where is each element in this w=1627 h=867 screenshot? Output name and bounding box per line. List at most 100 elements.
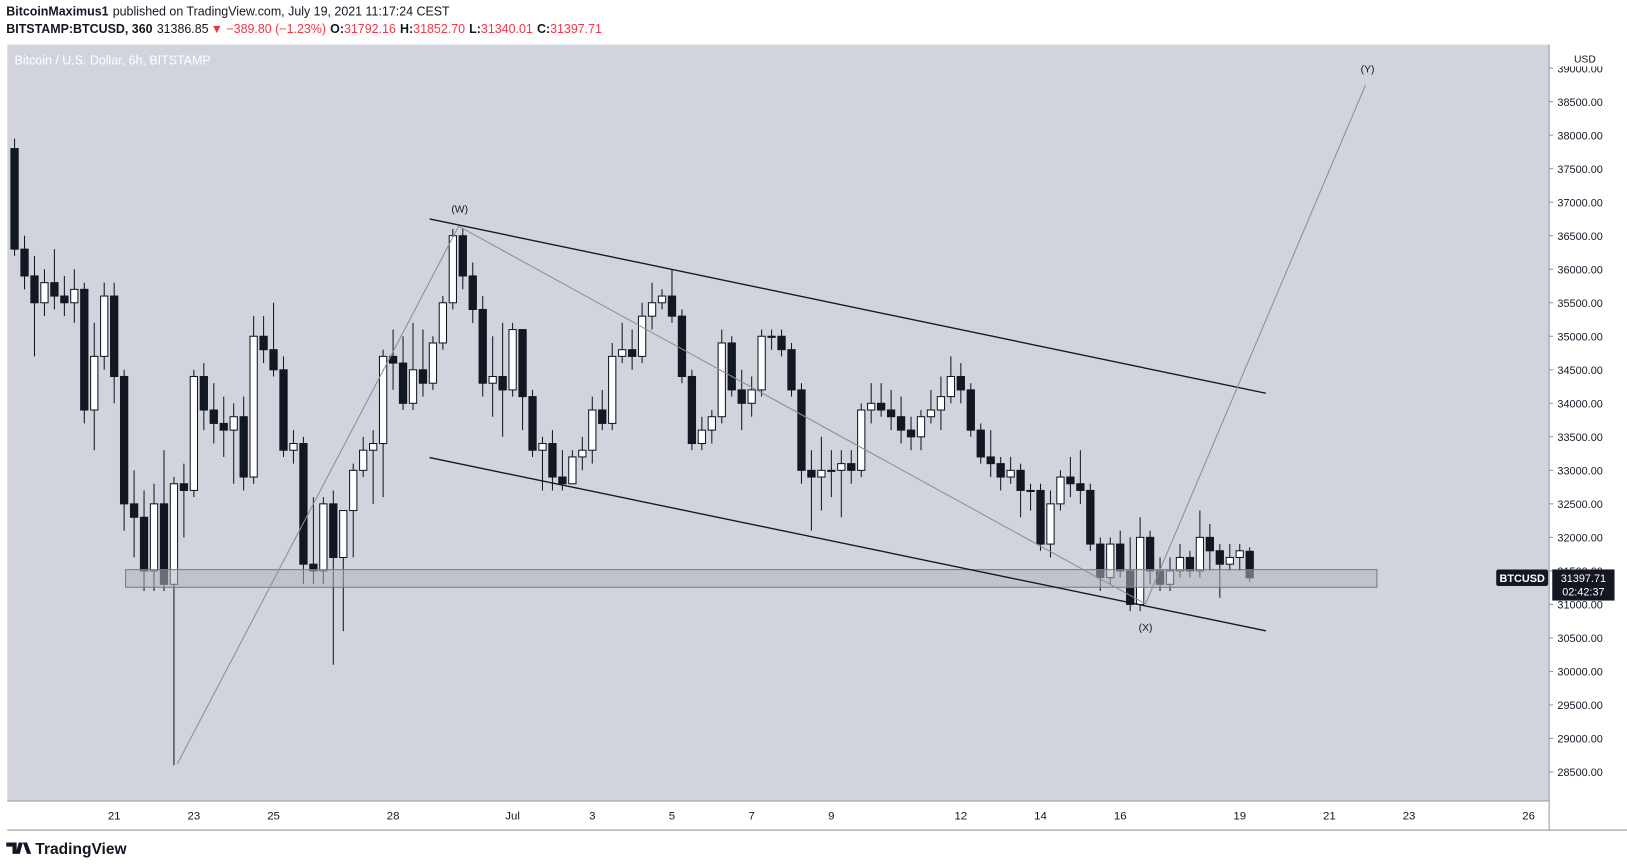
candle-body (60, 295, 69, 304)
price-countdown: 02:42:37 (1562, 586, 1604, 598)
footer-logo: TradingView (6, 841, 128, 858)
wave-label: (Y) (1361, 65, 1375, 76)
candle-body (1225, 556, 1234, 565)
candle-body (747, 389, 756, 404)
candle-body (488, 375, 497, 384)
candle-body (408, 369, 418, 404)
y-tick-label: 37500.00 (1557, 164, 1602, 176)
header: BitcoinMaximus1 published on TradingView.… (6, 5, 450, 19)
y-tick-label: 38500.00 (1557, 97, 1602, 109)
candle-body (926, 409, 936, 418)
candle-body (986, 456, 995, 465)
candle-body (807, 469, 816, 478)
x-tick-label: 21 (108, 811, 121, 823)
y-tick-label: 33000.00 (1557, 465, 1602, 477)
y-tick-label: 29000.00 (1557, 734, 1602, 746)
candle-body (996, 463, 1005, 478)
candle-body (966, 389, 975, 431)
candle-body (538, 443, 547, 451)
candle-body (558, 476, 567, 485)
ohlc-value: 31852.70 (413, 22, 465, 36)
ohlc-label: L: (469, 22, 481, 36)
candle-body (349, 469, 358, 512)
x-tick-label: Jul (505, 811, 520, 823)
y-tick-label: 28500.00 (1557, 767, 1602, 779)
x-tick-label: 21 (1323, 811, 1336, 823)
candle-body (847, 463, 856, 471)
candle-body (568, 456, 577, 485)
candle-body (1235, 550, 1244, 558)
x-tick-label: 26 (1522, 811, 1535, 823)
x-tick-label: 14 (1034, 811, 1047, 823)
candle-body (329, 503, 338, 558)
candle-body (797, 389, 806, 471)
candle-body (1185, 556, 1195, 572)
candle-body (199, 375, 208, 411)
candle-body (1006, 469, 1015, 478)
plot-area (7, 44, 1550, 802)
y-tick-label: 38000.00 (1557, 130, 1602, 142)
y-tick-label: 36500.00 (1557, 231, 1602, 243)
candle-body (70, 288, 79, 304)
candle-body (448, 235, 457, 304)
ohlc-label: O: (330, 22, 344, 36)
candle-body (189, 375, 199, 491)
candle-body (1086, 489, 1095, 545)
y-axis: 28500.00 29000.00 29500.00 30000.00 30500.00… (1549, 63, 1603, 779)
candle-body (627, 349, 637, 357)
candle-body (727, 342, 736, 391)
candle-body (289, 443, 298, 451)
price-value-box (1552, 569, 1615, 601)
candle-body (697, 429, 707, 445)
x-tick-label: 19 (1233, 811, 1246, 823)
x-tick-label: 23 (188, 811, 201, 823)
candle-body (578, 449, 587, 458)
y-tick-label: 32000.00 (1557, 533, 1602, 545)
candle-body (1116, 543, 1125, 572)
ohlc-value: 31340.01 (481, 22, 533, 36)
x-tick-label: 9 (828, 811, 834, 823)
candle-body (1066, 476, 1075, 485)
candle-body (827, 469, 836, 472)
candle-body (548, 443, 557, 478)
price-value: 31397.71 (1561, 573, 1606, 585)
ohlc-label: C: (537, 22, 550, 36)
candle-body (239, 416, 248, 478)
candle-body (677, 315, 687, 378)
candle-body (1076, 483, 1085, 491)
candle-body (179, 483, 189, 491)
candle-body (717, 342, 726, 418)
x-axis: 21 23 25 28 Jul 3 5 7 9 12 14 16 19 21 23 26 (108, 811, 1535, 823)
candle-body (876, 402, 886, 411)
candle-body (10, 148, 19, 250)
candle-body (468, 275, 477, 310)
ticker: BITSTAMP:BTCUSD, 360 31386.85 ▼ −389.80 (−… (6, 22, 602, 36)
candle-body (20, 248, 29, 277)
candle-body (80, 288, 89, 411)
x-tick-label: 23 (1403, 811, 1416, 823)
logo-text: TradingView (35, 841, 127, 858)
candle-body (478, 308, 487, 384)
y-tick-label: 33500.00 (1557, 432, 1602, 444)
y-tick-label: 31000.00 (1557, 600, 1602, 612)
candle-body (1145, 536, 1155, 572)
candle-body (319, 503, 328, 572)
candle-body (209, 409, 218, 424)
candle-body (837, 463, 846, 471)
change: ▼ −389.80 (−1.23%) (211, 22, 326, 36)
chart-title: Bitcoin / U.S. Dollar, 6h, BITSTAMP (15, 53, 211, 67)
x-tick-label: 5 (669, 811, 675, 823)
candle-body (667, 295, 677, 317)
candle-body (707, 416, 716, 431)
candle-body (1175, 556, 1185, 572)
candle-body (90, 355, 99, 411)
price-name: BTCUSD (1500, 573, 1545, 585)
wave-label: (X) (1139, 623, 1153, 634)
candles (10, 138, 1254, 766)
candle-body (817, 469, 826, 478)
candle-body (637, 315, 647, 357)
candle-body (618, 349, 627, 357)
candle-body (867, 402, 876, 411)
y-tick-label: 35500.00 (1557, 298, 1602, 310)
